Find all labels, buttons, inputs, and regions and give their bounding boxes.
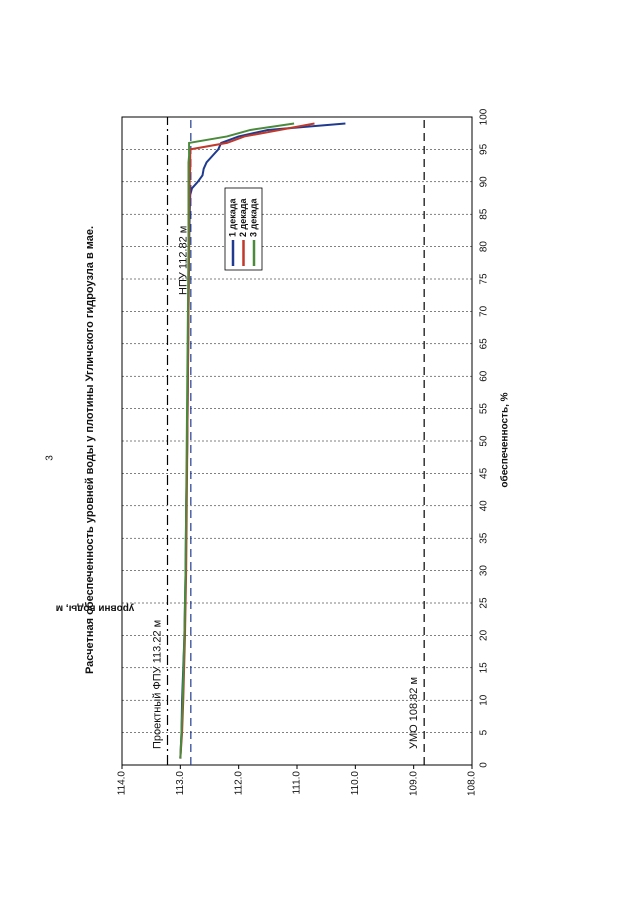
- chart: 3 Расчетная обеспеченность уровней воды …: [45, 108, 511, 796]
- x-tick-label: 20: [479, 629, 490, 641]
- reference-label: Проектный ФПУ 113.22 м: [151, 620, 163, 749]
- y-tick-label: 114.0: [117, 771, 128, 796]
- x-tick-label: 60: [479, 370, 490, 382]
- y-tick-label: 109.0: [408, 771, 419, 796]
- x-tick-label: 80: [479, 241, 490, 253]
- x-tick-label: 35: [479, 532, 490, 544]
- y-axis-title: уровни воды, м: [56, 602, 135, 613]
- legend-label: 3 декада: [248, 198, 258, 237]
- x-tick-label: 10: [479, 694, 490, 706]
- x-tick-label: 90: [479, 176, 490, 188]
- page-number: 3: [45, 455, 56, 461]
- legend-label: 1 декада: [227, 198, 237, 237]
- reference-label: УМО 108.82 м: [408, 677, 420, 749]
- x-tick-label: 70: [479, 305, 490, 317]
- x-tick-label: 50: [479, 435, 490, 447]
- x-tick-label: 95: [479, 143, 490, 155]
- series-line: [179, 122, 295, 759]
- x-tick-label: 45: [479, 467, 490, 479]
- reference-label: НПУ 112.82 м: [178, 226, 190, 295]
- x-tick-label: 65: [479, 338, 490, 350]
- y-tick-label: 113.0: [175, 771, 186, 796]
- x-tick-label: 5: [479, 729, 490, 735]
- x-tick-label: 100: [479, 108, 490, 125]
- legend-label: 2 декада: [238, 198, 248, 237]
- x-tick-label: 85: [479, 208, 490, 220]
- x-tick-label: 30: [479, 565, 490, 577]
- x-axis-title: обеспеченность, %: [499, 392, 511, 487]
- x-tick-label: 25: [479, 597, 490, 609]
- x-tick-label: 55: [479, 403, 490, 415]
- y-tick-label: 112.0: [233, 771, 244, 796]
- x-tick-label: 15: [479, 662, 490, 674]
- y-tick-label: 110.0: [350, 771, 361, 796]
- x-tick-label: 40: [479, 500, 490, 512]
- x-tick-label: 0: [479, 762, 490, 768]
- y-tick-label: 108.0: [467, 771, 478, 796]
- y-tick-label: 111.0: [292, 771, 303, 795]
- chart-title: Расчетная обеспеченность уровней воды у …: [84, 226, 96, 674]
- x-tick-label: 75: [479, 273, 490, 285]
